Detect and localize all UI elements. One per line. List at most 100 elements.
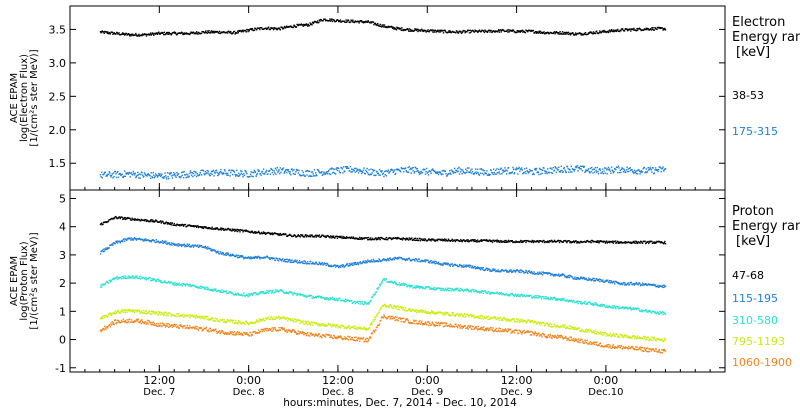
electron-point [589, 31, 592, 33]
electron-point [406, 171, 409, 173]
proton-point [210, 317, 213, 320]
electron-point [517, 31, 519, 33]
proton-point [119, 216, 121, 218]
electron-point [199, 173, 201, 176]
proton-point [384, 279, 386, 282]
proton-point [651, 240, 653, 243]
proton-point [525, 295, 527, 298]
proton-point [272, 289, 274, 291]
electron-point [453, 31, 456, 33]
electron-point [182, 33, 184, 36]
proton-point [444, 262, 446, 264]
proton-point [277, 260, 280, 262]
proton-point [295, 261, 298, 263]
proton-point [385, 238, 387, 241]
proton-point [214, 227, 216, 229]
proton-point [545, 298, 547, 300]
electron-point [137, 171, 139, 174]
electron-point [602, 168, 604, 170]
proton-point [305, 234, 307, 236]
proton-point [573, 240, 575, 242]
proton-point [246, 293, 248, 296]
electron-point [320, 171, 322, 174]
proton-point [224, 254, 226, 256]
proton-point [216, 227, 218, 229]
electron-point [591, 166, 593, 169]
electron-point [189, 172, 191, 175]
proton-point [394, 256, 396, 259]
electron-point [167, 31, 169, 34]
x-tick-label-time: 12:00 [143, 374, 175, 387]
proton-point [506, 241, 508, 243]
proton-point [190, 246, 192, 248]
proton-point [180, 284, 182, 286]
electron-point [303, 174, 305, 176]
electron-point [283, 26, 285, 29]
electron-point [144, 33, 146, 36]
electron-point [153, 34, 155, 36]
proton-point [326, 263, 329, 265]
electron-point [132, 174, 134, 176]
electron-point [192, 175, 194, 178]
proton-point [511, 271, 513, 273]
electron-point [295, 171, 297, 173]
proton-point [253, 256, 255, 258]
electron-point [627, 168, 629, 170]
x-tick-label-date: Dec. 8 [322, 387, 354, 398]
electron-point [452, 172, 455, 174]
proton-point [152, 278, 154, 281]
electron-point [191, 32, 193, 34]
proton-point [194, 317, 197, 320]
proton-point [202, 227, 205, 230]
proton-point [268, 290, 270, 293]
proton-point [500, 240, 502, 242]
electron-point [272, 173, 275, 176]
proton-point [428, 286, 430, 288]
electron-point [157, 175, 159, 177]
proton-point [133, 218, 135, 220]
proton-point [396, 258, 398, 260]
proton-point [214, 289, 216, 291]
electron-point [629, 167, 631, 169]
electron-point [605, 31, 608, 34]
proton-point [475, 240, 477, 243]
proton-point [161, 313, 164, 316]
proton-point [266, 290, 268, 292]
electron-point [227, 174, 229, 176]
proton-point [237, 323, 239, 325]
proton-point [369, 261, 371, 263]
electron-point [236, 32, 238, 34]
electron-point [460, 32, 463, 34]
proton-point [188, 243, 190, 245]
proton-point [226, 320, 228, 323]
electron-point [309, 22, 311, 24]
proton-point [630, 309, 633, 311]
proton-point [440, 289, 442, 291]
electron-point [346, 21, 348, 23]
proton-point [218, 290, 221, 292]
proton-point [355, 263, 358, 266]
proton-point [448, 287, 450, 290]
proton-point [285, 261, 288, 263]
electron-point [289, 26, 291, 28]
proton-point [502, 270, 505, 272]
electron-point [658, 168, 660, 171]
electron-point [161, 173, 163, 175]
electron-point [497, 30, 499, 32]
electron-point [609, 29, 611, 31]
proton-point [271, 232, 273, 234]
electron-point [211, 32, 213, 34]
electron-point [276, 29, 278, 31]
electron-point [158, 31, 160, 33]
electron-point [230, 30, 232, 33]
proton-point [526, 271, 528, 274]
proton-point [493, 269, 495, 271]
electron-point [512, 166, 514, 169]
proton-point [471, 239, 474, 241]
proton-point [238, 229, 241, 231]
proton-point [542, 274, 544, 276]
electron-point [322, 20, 324, 22]
proton-point [380, 283, 382, 285]
proton-point [277, 291, 280, 293]
electron-point [127, 33, 129, 36]
